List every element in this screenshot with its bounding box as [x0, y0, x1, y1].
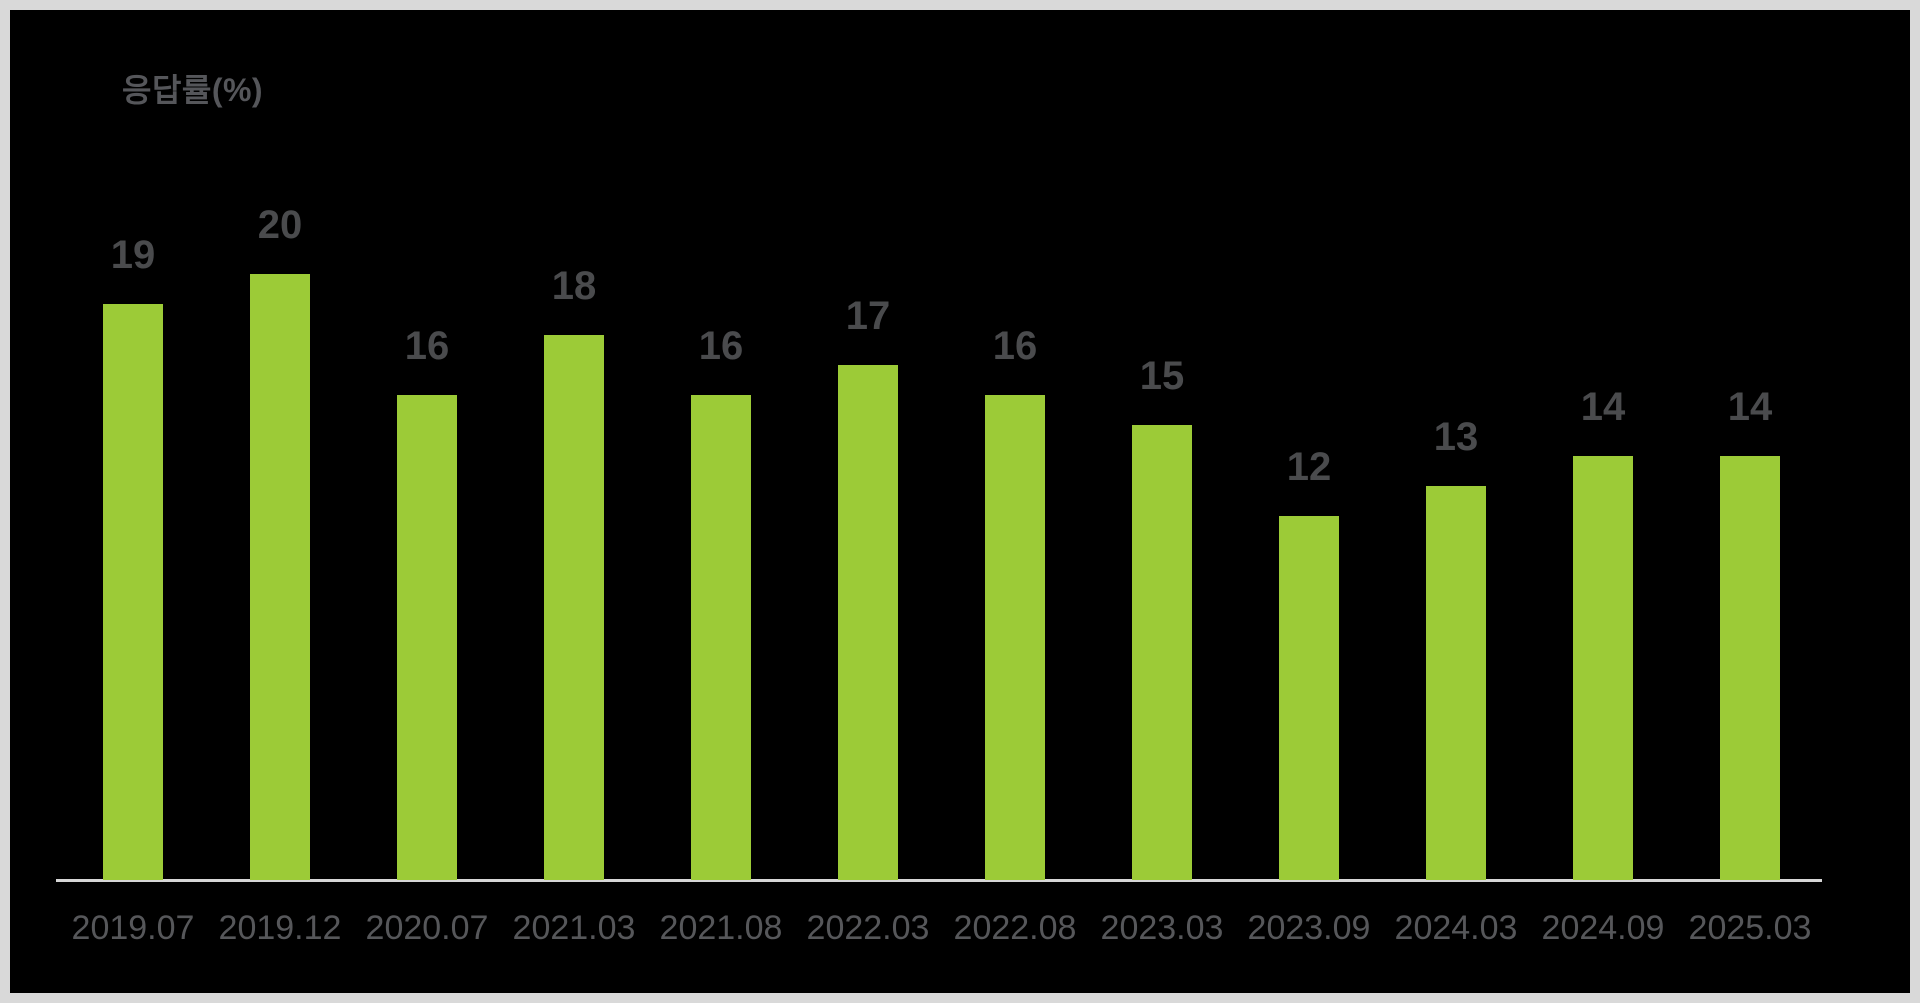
bar-value-label: 12	[1286, 445, 1332, 489]
x-axis-tick-label: 2020.07	[365, 909, 489, 947]
bar-value-label: 15	[1139, 354, 1185, 398]
x-axis-tick-label: 2019.12	[218, 909, 342, 947]
bar	[544, 335, 604, 880]
bar	[397, 395, 457, 880]
plot-area: 19 20 16 18 16 17 16 15 12 13 14 14 2019.07 2019.12 2…	[10, 10, 1910, 993]
bar	[1132, 425, 1192, 880]
x-axis-tick-label: 2022.08	[953, 909, 1077, 947]
bar-value-label: 14	[1727, 385, 1773, 429]
bar	[250, 274, 310, 880]
x-axis-tick-label: 2019.07	[71, 909, 195, 947]
bar	[1279, 516, 1339, 880]
y-axis-title: 응답률(%)	[122, 72, 264, 108]
x-axis-tick-label: 2021.03	[512, 909, 636, 947]
bar-value-label: 16	[698, 324, 744, 368]
bar-value-label: 13	[1433, 415, 1479, 459]
bar-value-label: 16	[992, 324, 1038, 368]
chart-canvas: 응답률(%) 19 20 16 18 16 17 16 15 12 13 14 14 2019.07 2…	[10, 10, 1910, 993]
x-axis-tick-label: 2023.09	[1247, 909, 1371, 947]
bar	[985, 395, 1045, 880]
bar	[691, 395, 751, 880]
x-axis-tick-label: 2024.09	[1541, 909, 1665, 947]
x-axis-tick-label: 2021.08	[659, 909, 783, 947]
x-axis-line	[56, 879, 1822, 882]
bar	[103, 304, 163, 880]
x-axis-tick-label: 2023.03	[1100, 909, 1224, 947]
bar-value-label: 20	[257, 203, 303, 247]
bar	[1426, 486, 1486, 880]
bar	[838, 365, 898, 880]
x-axis-tick-label: 2022.03	[806, 909, 930, 947]
bar-value-label: 17	[845, 294, 891, 338]
x-axis-tick-label: 2025.03	[1688, 909, 1812, 947]
bar-value-label: 16	[404, 324, 450, 368]
x-axis-tick-label: 2024.03	[1394, 909, 1518, 947]
bar	[1573, 456, 1633, 880]
bar-value-label: 19	[110, 233, 156, 277]
bar-value-label: 14	[1580, 385, 1626, 429]
bar	[1720, 456, 1780, 880]
bar-value-label: 18	[551, 264, 597, 308]
